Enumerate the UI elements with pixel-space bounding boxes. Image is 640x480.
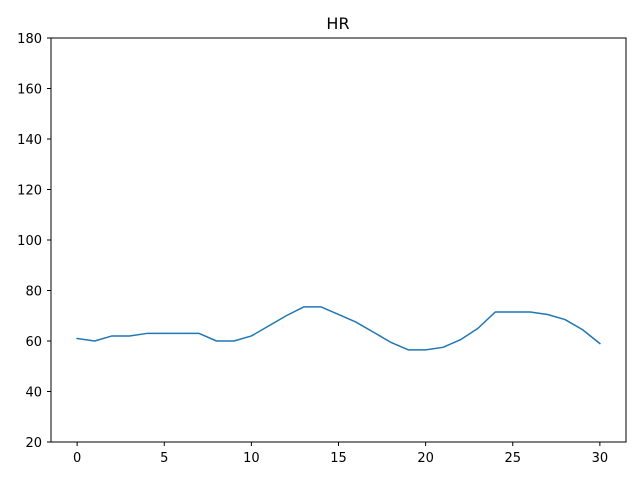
y-tick-label: 80 [25,285,42,300]
y-tick-label: 100 [17,234,42,249]
series-group [76,306,601,351]
x-tick-label: 10 [243,451,260,466]
y-tick-label: 120 [17,184,42,199]
x-tick-label: 20 [417,451,434,466]
x-tick-label: 15 [330,451,347,466]
y-tick-label: 20 [25,436,42,451]
x-tick-label: 0 [73,451,81,466]
x-tick-label: 30 [592,451,609,466]
axes: 0 5 10 15 20 25 30 20 40 60 80 100 120 140 160 180 [17,32,608,466]
y-tick-label: 160 [17,83,42,98]
y-tick-label: 180 [17,32,42,47]
hr-series-line [76,306,601,351]
x-tick-label: 5 [160,451,168,466]
plot-frame [50,37,627,443]
y-tick-label: 140 [17,133,42,148]
x-tick-label: 25 [504,451,521,466]
chart-title: HR [326,14,349,33]
y-tick-label: 40 [25,386,42,401]
y-tick-label: 60 [25,335,42,350]
